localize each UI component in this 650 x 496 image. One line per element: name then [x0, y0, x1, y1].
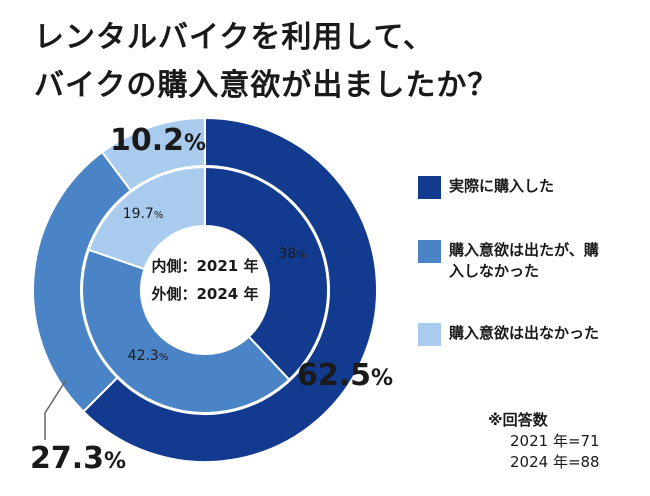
legend-swatch-purchased: [418, 176, 441, 199]
inner-label-motivated-not-purchased: 42.3%: [128, 348, 169, 364]
legend-item-motivated-not-purchased: 購入意欲は出たが、購入しなかった: [418, 240, 609, 282]
note-heading: ※回答数: [488, 411, 548, 429]
legend-label-not-motivated: 購入意欲は出なかった: [449, 324, 600, 342]
legend-label-purchased: 実際に購入した: [449, 177, 555, 195]
response-count-note: ※回答数 2021 年=71 2024 年=88: [488, 410, 600, 473]
inner-slice-purchased: [204, 165, 329, 382]
inner-slice-not-motivated: [87, 165, 206, 271]
inner-slice-motivated-not-purchased: [81, 248, 291, 414]
legend-swatch-not-motivated: [418, 323, 441, 346]
center-label-outer: 外側：2024 年: [151, 285, 259, 303]
note-line-2024: 2024 年=88: [510, 453, 600, 471]
chart-title-line-2: バイクの購入意欲が出ましたか？: [34, 68, 499, 103]
leader-line-motivated-not-purchased: [44, 379, 67, 440]
note-line-2021: 2021 年=71: [510, 432, 600, 450]
legend-item-not-motivated: 購入意欲は出なかった: [418, 323, 639, 346]
legend-swatch-motivated-not-purchased: [418, 240, 441, 263]
data-labels: 38% 42.3% 19.7% 62.5% 27.3% 10.2%: [30, 123, 393, 476]
legend-item-purchased: 実際に購入した: [418, 176, 639, 199]
outer-label-not-motivated: 10.2%: [110, 123, 206, 158]
chart-title-line-1: レンタルバイクを利用して、: [34, 20, 434, 55]
inner-ring-2021: [81, 165, 329, 414]
legend-label-motivated-not-purchased: 購入意欲は出たが、購入しなかった: [449, 241, 599, 280]
leader-lines: [44, 379, 67, 440]
outer-label-purchased: 62.5%: [297, 358, 393, 393]
center-label-inner: 内側：2021 年: [152, 257, 259, 275]
inner-label-not-motivated: 19.7%: [123, 206, 164, 222]
inner-label-purchased: 38%: [278, 246, 305, 262]
outer-label-motivated-not-purchased: 27.3%: [30, 441, 126, 476]
